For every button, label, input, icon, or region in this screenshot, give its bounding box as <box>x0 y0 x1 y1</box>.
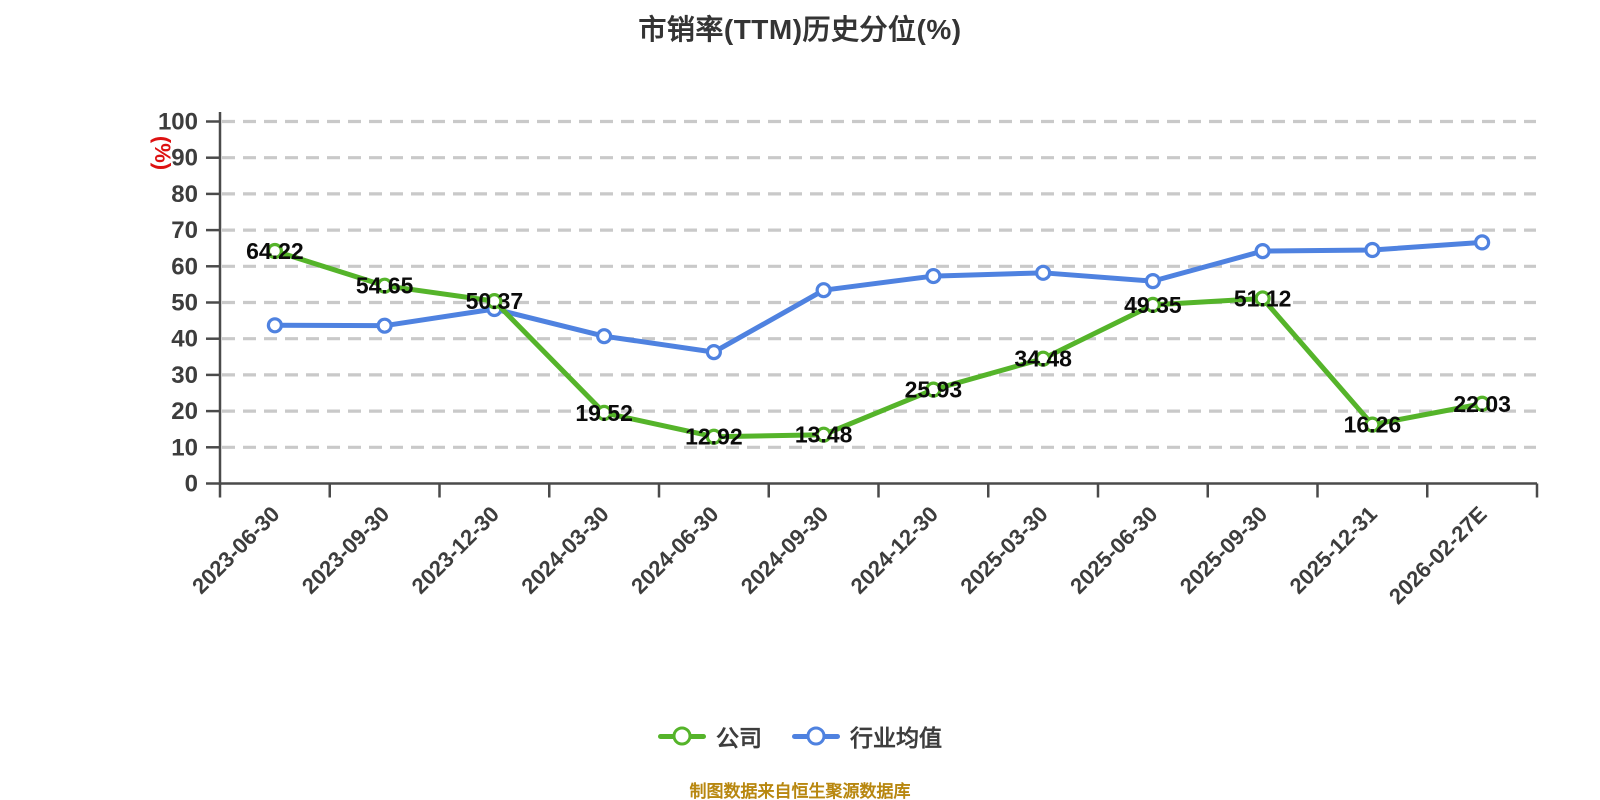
data-point-company[interactable] <box>376 277 393 294</box>
legend-marker-industry-icon <box>792 726 840 746</box>
data-point-value-label: 12.92 <box>685 424 743 450</box>
data-point-company[interactable] <box>815 426 832 443</box>
data-point-company[interactable] <box>596 404 613 421</box>
data-point-value-label: 22.03 <box>1453 391 1511 417</box>
y-tick-label: 10 <box>171 434 198 461</box>
y-tick-label: 50 <box>171 290 198 317</box>
data-point-company[interactable] <box>266 242 283 260</box>
data-point-industry-average[interactable] <box>1254 242 1271 260</box>
x-tick-label: 2026-02-27E <box>1384 501 1492 609</box>
data-point-industry-average[interactable] <box>925 267 942 285</box>
y-tick-label: 60 <box>171 253 198 280</box>
data-point-industry-average[interactable] <box>705 343 722 361</box>
x-tick-label: 2023-09-30 <box>297 501 394 598</box>
data-point-company[interactable] <box>1364 416 1381 433</box>
data-point-industry-average[interactable] <box>1035 264 1052 281</box>
data-point-company[interactable] <box>1254 290 1271 307</box>
y-tick-label: 40 <box>171 326 198 353</box>
y-tick-label: 100 <box>158 109 198 136</box>
x-tick-label: 2024-06-30 <box>626 501 723 598</box>
legend-item-industry-average[interactable]: 行业均值 <box>792 719 942 753</box>
x-tick-label: 2025-09-30 <box>1175 501 1272 598</box>
data-point-value-label: 25.93 <box>905 377 963 403</box>
data-point-industry-average[interactable] <box>1474 234 1491 251</box>
data-point-value-label: 19.52 <box>575 400 633 426</box>
data-point-industry-average[interactable] <box>1364 241 1381 259</box>
data-point-company[interactable] <box>1474 395 1491 412</box>
legend-item-company[interactable]: 公司 <box>658 719 762 753</box>
data-point-company[interactable] <box>925 381 942 398</box>
data-point-value-label: 51.12 <box>1234 285 1292 311</box>
x-tick-label: 2023-12-30 <box>407 501 504 598</box>
footer-data-source-note: 制图数据来自恒生聚源数据库 <box>689 782 911 800</box>
data-point-value-label: 50.37 <box>466 288 524 314</box>
data-point-value-label: 16.26 <box>1344 412 1402 438</box>
x-tick-label: 2025-06-30 <box>1065 501 1162 598</box>
y-tick-label: 80 <box>171 181 198 208</box>
data-point-company[interactable] <box>1035 350 1052 367</box>
y-tick-label: 70 <box>171 217 198 244</box>
y-tick-label: 90 <box>171 145 198 172</box>
series-line-company <box>272 248 1485 440</box>
data-point-value-label: 64.22 <box>246 238 304 264</box>
legend-label-company: 公司 <box>716 725 762 751</box>
x-tick-label: 2024-09-30 <box>736 501 833 598</box>
x-tick-label: 2023-06-30 <box>187 501 284 598</box>
series-line-industry-average <box>272 239 1485 355</box>
data-point-value-label: 13.48 <box>795 422 853 448</box>
legend: 公司 行业均值 <box>0 719 1600 753</box>
legend-label-industry-average: 行业均值 <box>850 725 942 751</box>
data-point-company[interactable] <box>486 293 503 310</box>
data-point-industry-average[interactable] <box>815 282 832 299</box>
data-point-company[interactable] <box>1144 296 1161 313</box>
y-tick-label: 20 <box>171 398 198 425</box>
y-tick-label: 30 <box>171 362 198 389</box>
x-tick-label: 2024-12-30 <box>846 501 943 598</box>
data-point-industry-average[interactable] <box>596 328 613 345</box>
legend-marker-company-icon <box>658 726 706 746</box>
data-point-value-label: 49.35 <box>1124 292 1182 318</box>
data-point-company[interactable] <box>705 428 722 445</box>
x-tick-label: 2024-03-30 <box>516 501 613 598</box>
y-tick-label: 0 <box>185 471 198 498</box>
chart-title: 市销率(TTM)历史分位(%) <box>638 14 962 45</box>
data-point-industry-average[interactable] <box>266 317 283 334</box>
data-point-industry-average[interactable] <box>1144 273 1161 290</box>
x-tick-label: 2025-12-31 <box>1285 501 1382 598</box>
y-axis-unit-label: (%) <box>150 136 175 170</box>
x-tick-label: 2025-03-30 <box>955 501 1052 598</box>
data-point-value-label: 54.65 <box>356 273 414 299</box>
data-point-value-label: 34.48 <box>1014 346 1072 372</box>
data-point-industry-average[interactable] <box>376 317 393 334</box>
